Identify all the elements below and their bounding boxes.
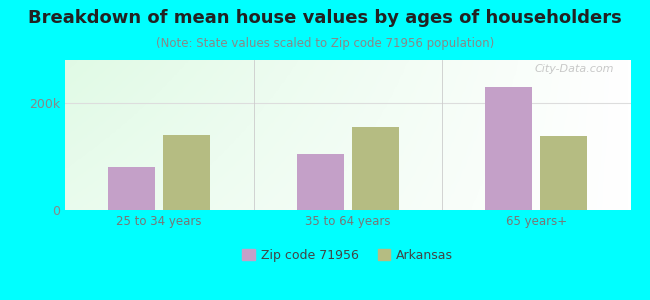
Text: Breakdown of mean house values by ages of householders: Breakdown of mean house values by ages o… bbox=[28, 9, 622, 27]
Bar bbox=[297, 154, 344, 210]
Legend: Zip code 71956, Arkansas: Zip code 71956, Arkansas bbox=[237, 244, 458, 267]
Bar bbox=[486, 87, 532, 210]
Text: City-Data.com: City-Data.com bbox=[534, 64, 614, 74]
Bar bbox=[163, 135, 210, 210]
Bar bbox=[352, 127, 398, 210]
Bar bbox=[540, 136, 587, 210]
Bar bbox=[109, 167, 155, 210]
Text: (Note: State values scaled to Zip code 71956 population): (Note: State values scaled to Zip code 7… bbox=[156, 38, 494, 50]
